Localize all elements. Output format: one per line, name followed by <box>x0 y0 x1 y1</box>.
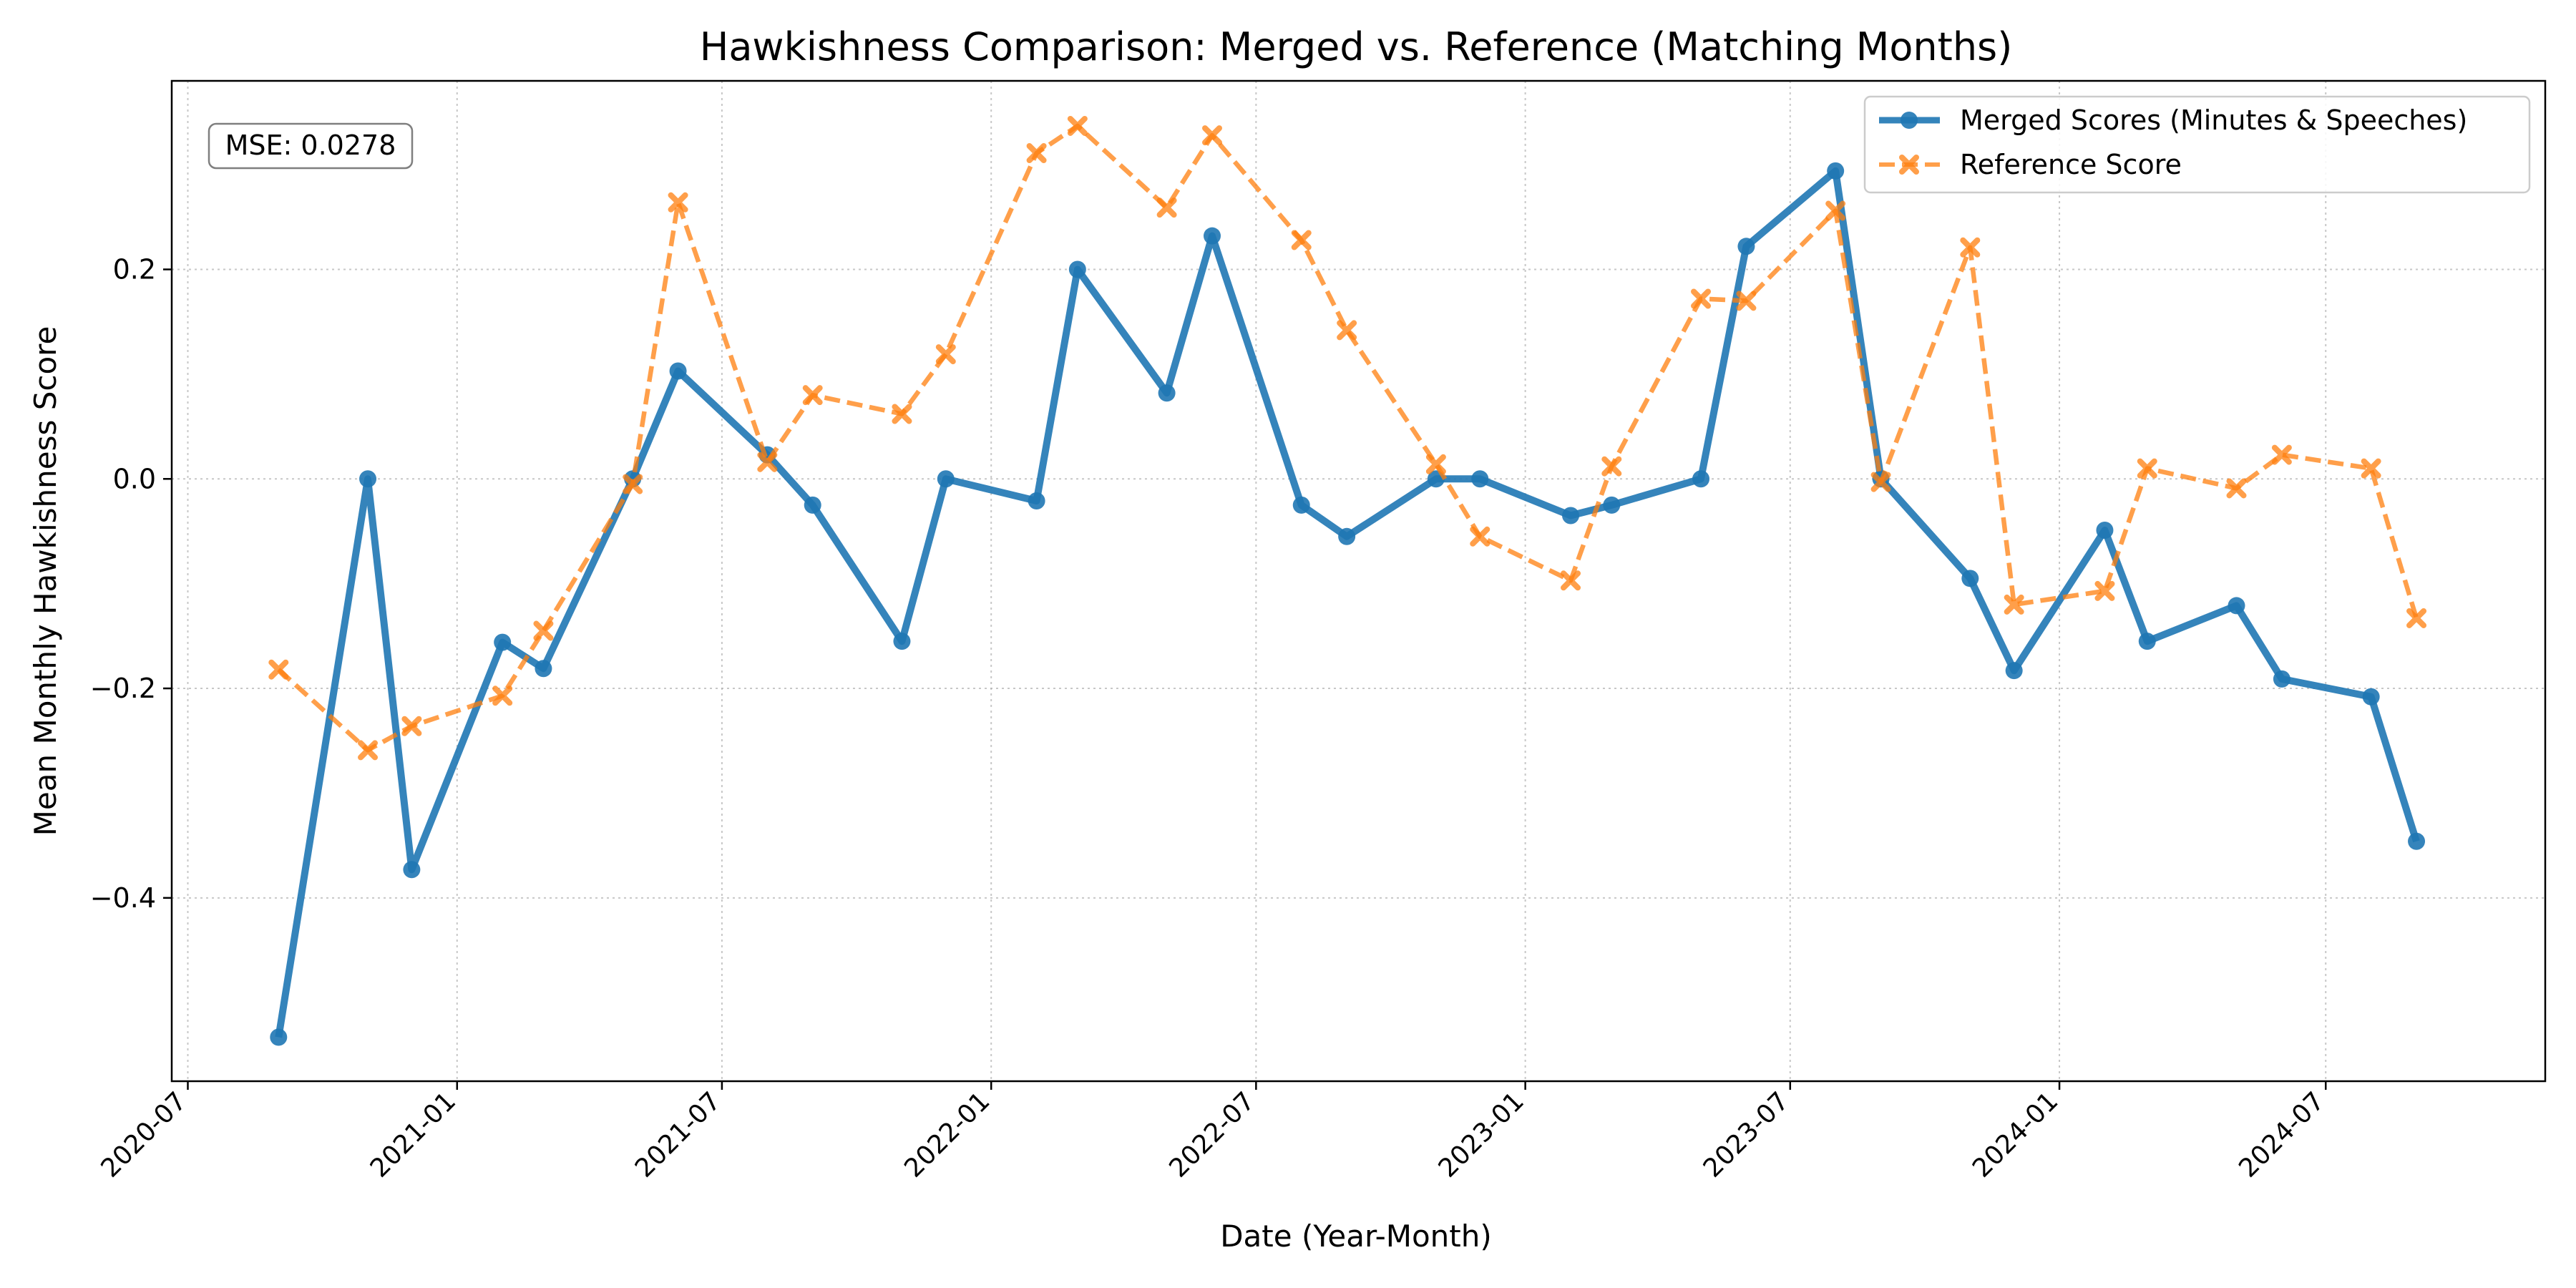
data-point-reference <box>1067 115 1088 136</box>
data-point-merged <box>1203 227 1221 245</box>
y-tick-label: 0.0 <box>113 463 156 494</box>
data-point-merged <box>1028 492 1045 510</box>
data-point-merged <box>270 1028 288 1046</box>
data-point-reference <box>2004 594 2024 615</box>
data-point-merged <box>535 660 552 678</box>
data-point-reference <box>623 474 643 494</box>
data-point-merged <box>937 470 955 488</box>
series-line-reference <box>277 123 2419 753</box>
legend-reference-label: Reference Score <box>1960 149 2182 180</box>
data-point-reference <box>1691 288 1712 309</box>
data-point-reference <box>2094 580 2115 601</box>
legend: Merged Scores (Minutes & Speeches) Refer… <box>1863 95 2531 194</box>
data-point-merged <box>1068 260 1086 278</box>
data-point-reference <box>1156 197 1177 218</box>
y-tick-label: 0.2 <box>113 253 156 285</box>
data-point-merged <box>1471 470 1489 488</box>
data-point-merged <box>2138 633 2156 650</box>
data-point-merged <box>893 633 911 650</box>
chart-title: Hawkishness Comparison: Merged vs. Refer… <box>700 24 2013 69</box>
data-point-reference <box>492 686 513 706</box>
mse-annotation-box <box>208 122 414 170</box>
data-point-merged <box>1961 570 1979 587</box>
data-point-merged <box>1603 496 1621 514</box>
series-layer <box>268 115 2427 1046</box>
y-tick-label: −0.4 <box>90 882 156 914</box>
grid-lines <box>172 81 2545 1081</box>
data-point-merged <box>1158 384 1176 402</box>
data-point-reference <box>1425 454 1446 474</box>
data-point-merged <box>1292 496 1310 514</box>
data-point-merged <box>804 496 821 514</box>
data-point-merged <box>403 861 421 879</box>
data-point-reference <box>1470 526 1491 547</box>
data-point-merged <box>2408 832 2426 850</box>
data-point-merged <box>2228 597 2245 615</box>
data-point-reference <box>2137 458 2157 479</box>
data-point-reference <box>1601 456 1622 477</box>
data-point-reference <box>1736 291 1757 311</box>
data-point-reference <box>1825 200 1846 221</box>
data-point-merged <box>1737 238 1755 255</box>
data-point-reference <box>533 620 554 641</box>
legend-merged-label: Merged Scores (Minutes & Speeches) <box>1960 104 2467 136</box>
data-point-merged <box>494 633 512 651</box>
legend-merged-marker <box>1901 112 1918 129</box>
series-merged <box>270 162 2426 1046</box>
data-point-reference <box>2226 478 2247 499</box>
data-point-reference <box>268 659 289 680</box>
data-point-reference <box>2406 608 2427 628</box>
data-point-merged <box>1562 507 1580 525</box>
data-point-merged <box>359 470 377 488</box>
legend-reference-marker <box>1899 155 1919 175</box>
data-point-reference <box>2361 458 2381 479</box>
legend-box <box>1863 95 2531 194</box>
data-point-merged <box>2096 522 2114 540</box>
data-point-reference <box>1337 320 1357 341</box>
data-point-reference <box>1291 230 1312 250</box>
data-point-reference <box>358 740 379 761</box>
mse-annotation: MSE: 0.0278 <box>208 122 414 170</box>
data-point-merged <box>669 362 687 380</box>
data-point-reference <box>935 344 956 365</box>
y-tick-label: −0.2 <box>90 673 156 704</box>
data-point-merged <box>2273 670 2290 688</box>
data-point-merged <box>1338 527 1356 545</box>
data-point-merged <box>1827 162 1845 180</box>
data-point-reference <box>757 452 778 472</box>
data-point-merged <box>1692 470 1710 488</box>
data-point-merged <box>2005 662 2023 680</box>
x-axis-label: Date (Year-Month) <box>1220 1219 1492 1254</box>
data-point-reference <box>892 404 912 424</box>
plot-area-frame <box>170 79 2547 1083</box>
y-axis-label: Mean Monthly Hawkishness Score <box>28 326 63 836</box>
series-reference <box>268 115 2427 761</box>
data-point-reference <box>1561 570 1581 591</box>
data-point-reference <box>668 192 688 213</box>
data-point-reference <box>401 716 422 736</box>
data-point-merged <box>2362 688 2380 706</box>
mse-annotation-text: MSE: 0.0278 <box>225 130 396 161</box>
data-point-reference <box>1870 472 1891 492</box>
data-point-reference <box>1026 143 1047 164</box>
data-point-reference <box>802 385 823 406</box>
data-point-reference <box>1201 125 1222 146</box>
data-point-reference <box>1960 237 1981 258</box>
data-point-reference <box>2271 444 2292 465</box>
